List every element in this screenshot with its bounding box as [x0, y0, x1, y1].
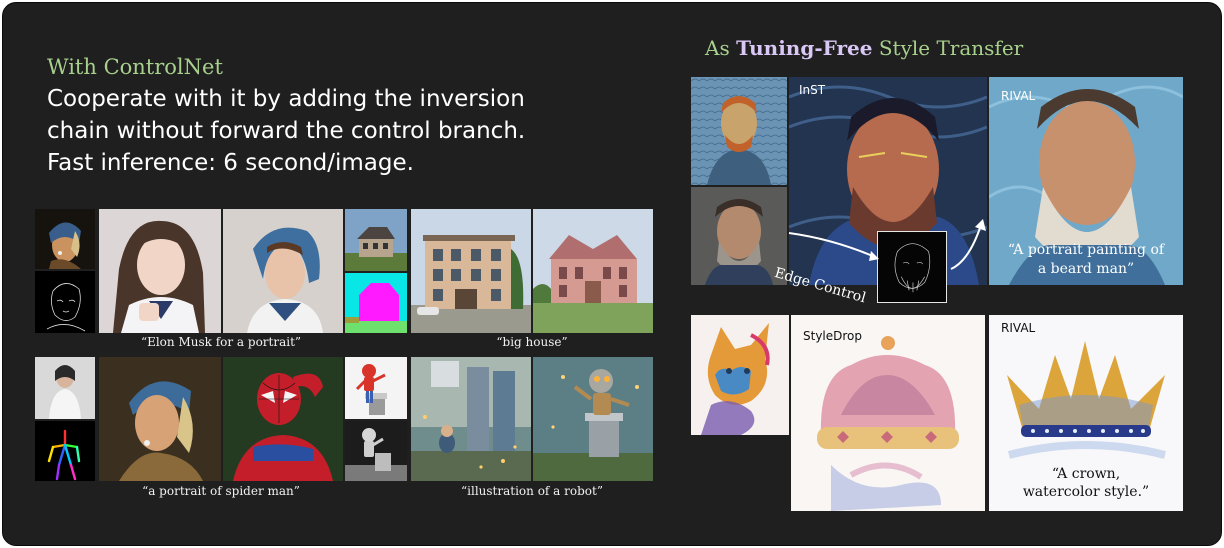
van-gogh-style-reference-image — [691, 77, 787, 185]
elon-musk-portrait-output-image — [223, 209, 343, 333]
portrait-prompt: “A portrait painting of a beard man” — [989, 241, 1183, 279]
house-segmentation-map — [345, 273, 407, 333]
edge-control-map — [877, 231, 947, 303]
watercolor-cat-style-reference-image — [691, 315, 789, 435]
portrait-prompt-line-1: “A portrait painting of — [1007, 242, 1165, 258]
description-line-2: chain without forward the control branch… — [47, 118, 526, 144]
caption-big-house: “big house” — [496, 335, 568, 349]
inst-label: InST — [799, 83, 826, 97]
controlnet-title: With ControlNet — [47, 55, 223, 79]
house-reference-image — [345, 209, 407, 271]
caption-elon-musk: “Elon Musk for a portrait” — [140, 335, 302, 349]
description-line-3: Fast inference: 6 second/image. — [47, 150, 414, 176]
caption-spider-man: “a portrait of spider man” — [142, 484, 300, 498]
robot-depth-map — [345, 421, 407, 481]
bearded-man-content-image — [691, 187, 787, 285]
caption-robot: “illustration of a robot” — [461, 484, 603, 498]
styledrop-label: StyleDrop — [803, 329, 863, 343]
robot-reference-image — [345, 357, 407, 419]
robot-illustration-output-image-1 — [411, 357, 531, 481]
spider-man-output-image — [223, 357, 343, 481]
girl-pearl-earring-output-image — [99, 357, 221, 481]
title-tuning-free: Tuning-Free — [736, 36, 873, 60]
portrait-prompt-line-2: a beard man” — [1037, 261, 1135, 277]
pearl-earring-edge-map — [35, 271, 95, 333]
rival-crown-output-image — [989, 315, 1183, 511]
styledrop-crown-output-image — [791, 315, 985, 511]
robot-illustration-output-image-2 — [533, 357, 653, 481]
description-line-1: Cooperate with it by adding the inversio… — [47, 86, 525, 112]
pearl-earring-reference-image — [35, 209, 95, 269]
edge-control-arrows — [788, 219, 986, 270]
crown-prompt-line-2: watercolor style.” — [1022, 484, 1150, 500]
big-house-output-image-1 — [411, 209, 531, 333]
crown-prompt-line-1: “A crown, — [1051, 466, 1121, 482]
rival-portrait-output-image — [989, 77, 1183, 285]
anime-girl-output-image — [99, 209, 221, 333]
rival-label-crown: RIVAL — [1001, 321, 1036, 335]
rival-label-portrait: RIVAL — [1001, 89, 1036, 103]
big-house-output-image-2 — [533, 209, 653, 333]
style-transfer-title: As Tuning-Free Style Transfer — [705, 36, 1023, 60]
title-suffix: Style Transfer — [872, 36, 1024, 60]
pose-skeleton-map — [35, 421, 95, 481]
crown-prompt: “A crown, watercolor style.” — [989, 465, 1183, 501]
title-prefix: As — [705, 36, 737, 60]
woman-reference-image — [35, 357, 95, 419]
